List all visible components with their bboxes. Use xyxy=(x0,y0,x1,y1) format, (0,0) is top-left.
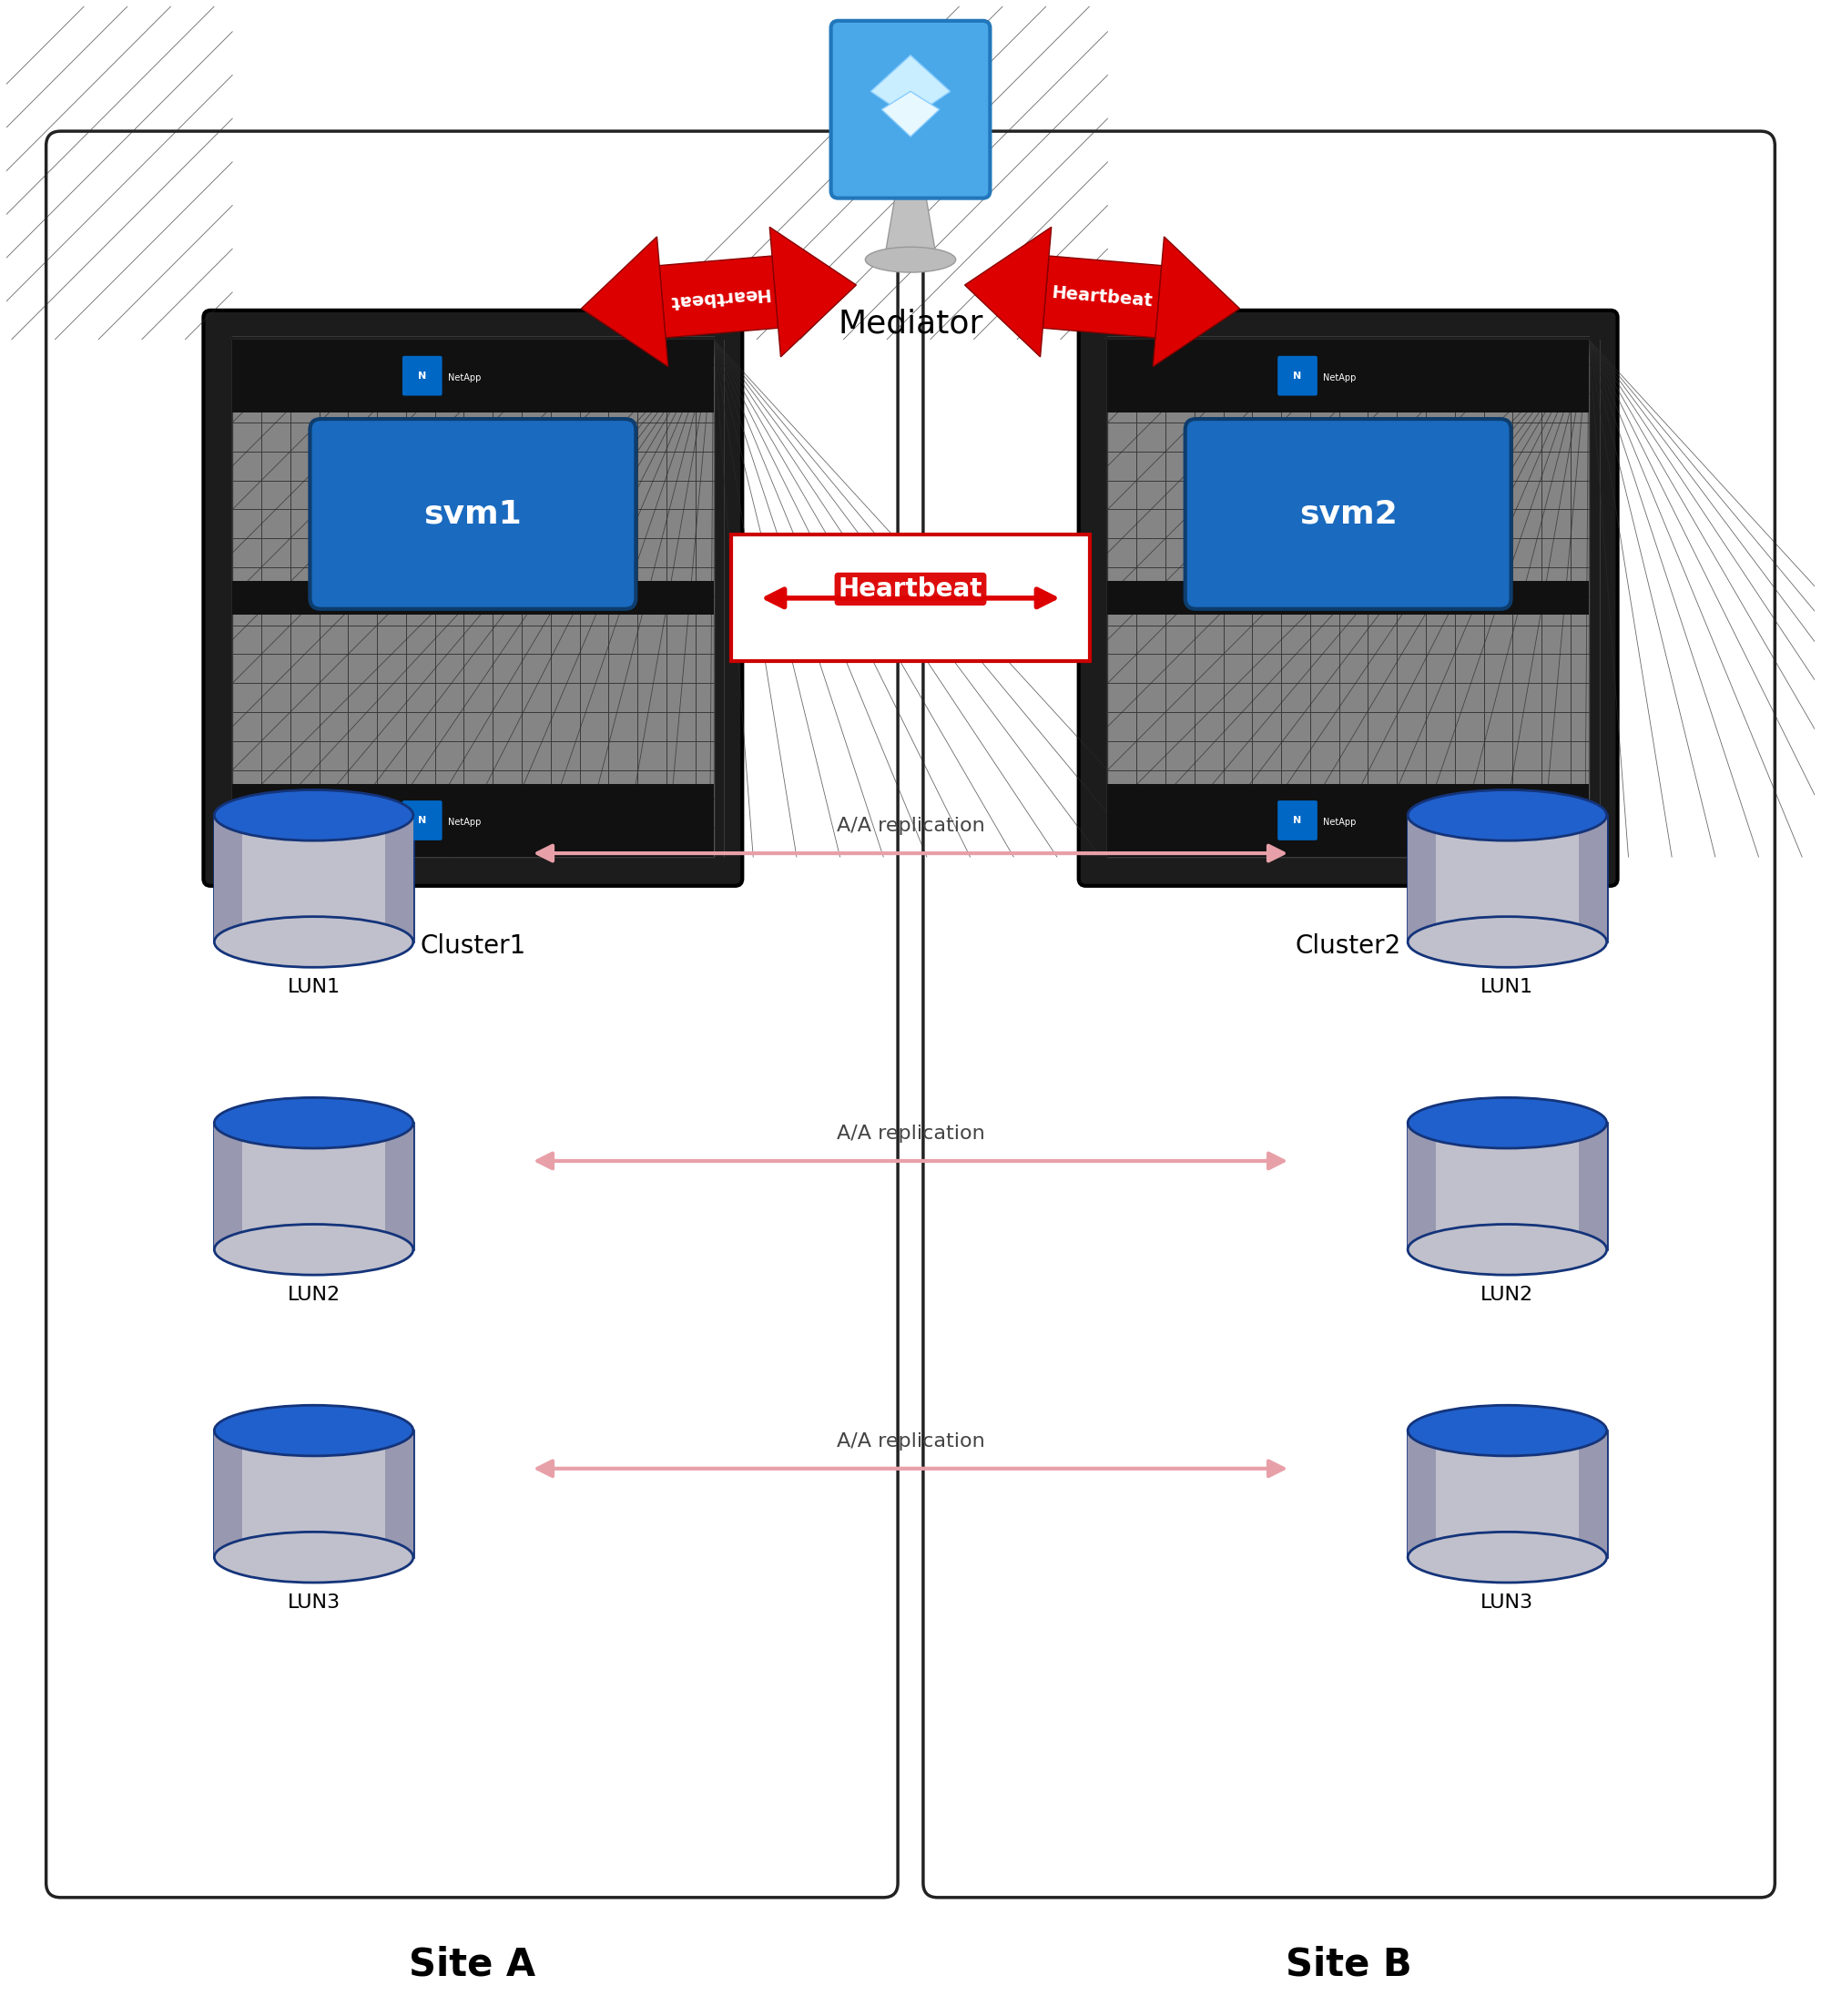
Text: NetApp: NetApp xyxy=(448,818,481,827)
Polygon shape xyxy=(215,1123,413,1250)
FancyArrowPatch shape xyxy=(537,845,1284,861)
Text: N: N xyxy=(1293,371,1302,381)
Text: Mediator: Mediator xyxy=(838,308,983,339)
Text: Cluster1: Cluster1 xyxy=(421,933,526,958)
Text: LUN2: LUN2 xyxy=(288,1286,341,1304)
Ellipse shape xyxy=(1408,1097,1606,1149)
FancyBboxPatch shape xyxy=(923,131,1775,1897)
Polygon shape xyxy=(386,814,413,941)
Polygon shape xyxy=(965,228,1051,357)
Text: N: N xyxy=(419,371,426,381)
FancyBboxPatch shape xyxy=(1185,419,1511,609)
Ellipse shape xyxy=(215,917,413,968)
Polygon shape xyxy=(215,814,242,941)
Text: NetApp: NetApp xyxy=(448,373,481,383)
Ellipse shape xyxy=(1408,1405,1606,1456)
Ellipse shape xyxy=(215,1405,413,1456)
FancyBboxPatch shape xyxy=(46,131,898,1897)
Bar xyxy=(1107,339,1588,411)
Text: svm2: svm2 xyxy=(1298,498,1397,530)
Ellipse shape xyxy=(1408,1532,1606,1583)
Polygon shape xyxy=(1153,236,1240,367)
Polygon shape xyxy=(881,91,940,137)
FancyArrowPatch shape xyxy=(537,1153,1284,1169)
Polygon shape xyxy=(885,192,936,254)
FancyBboxPatch shape xyxy=(1278,800,1317,841)
Polygon shape xyxy=(386,1431,413,1556)
Polygon shape xyxy=(1408,814,1435,941)
FancyBboxPatch shape xyxy=(402,800,443,841)
FancyBboxPatch shape xyxy=(1078,310,1617,885)
Text: Site A: Site A xyxy=(408,1945,535,1984)
FancyArrowPatch shape xyxy=(537,1462,1284,1476)
Bar xyxy=(233,784,714,857)
Bar xyxy=(233,339,714,857)
Text: Site B: Site B xyxy=(1286,1945,1411,1984)
Polygon shape xyxy=(1408,1431,1606,1556)
FancyBboxPatch shape xyxy=(830,20,991,198)
FancyBboxPatch shape xyxy=(1278,357,1317,395)
Text: svm1: svm1 xyxy=(424,498,523,530)
Polygon shape xyxy=(215,1431,413,1556)
Text: N: N xyxy=(1293,816,1302,825)
Text: LUN3: LUN3 xyxy=(1480,1593,1533,1611)
Ellipse shape xyxy=(1408,1224,1606,1274)
Ellipse shape xyxy=(1408,917,1606,968)
Text: A/A replication: A/A replication xyxy=(836,1125,985,1143)
Text: NetApp: NetApp xyxy=(1322,373,1357,383)
Ellipse shape xyxy=(215,1097,413,1149)
Text: A/A replication: A/A replication xyxy=(836,1431,985,1450)
Bar xyxy=(732,534,1089,661)
Bar xyxy=(1107,581,1588,615)
Polygon shape xyxy=(1579,814,1606,941)
Ellipse shape xyxy=(215,1224,413,1274)
Text: Heartbeat: Heartbeat xyxy=(668,284,770,310)
FancyBboxPatch shape xyxy=(204,310,743,885)
Polygon shape xyxy=(1579,1123,1606,1250)
Text: Cluster2: Cluster2 xyxy=(1295,933,1400,958)
Ellipse shape xyxy=(865,248,956,272)
Polygon shape xyxy=(215,1431,242,1556)
Text: N: N xyxy=(419,816,426,825)
Polygon shape xyxy=(1408,1123,1606,1250)
Text: LUN2: LUN2 xyxy=(1480,1286,1533,1304)
Text: LUN1: LUN1 xyxy=(288,978,341,996)
Text: NetApp: NetApp xyxy=(1322,818,1357,827)
Polygon shape xyxy=(1579,1431,1606,1556)
Polygon shape xyxy=(1408,814,1606,941)
Polygon shape xyxy=(215,814,413,941)
Polygon shape xyxy=(581,236,668,367)
Text: Heartbeat: Heartbeat xyxy=(838,577,983,603)
Bar xyxy=(1107,784,1588,857)
Ellipse shape xyxy=(1408,790,1606,841)
Bar xyxy=(1107,339,1588,857)
Polygon shape xyxy=(1408,1431,1435,1556)
FancyArrowPatch shape xyxy=(767,589,1054,607)
Bar xyxy=(233,339,714,411)
Polygon shape xyxy=(870,54,951,119)
Ellipse shape xyxy=(215,1532,413,1583)
Text: A/A replication: A/A replication xyxy=(836,816,985,835)
Polygon shape xyxy=(659,256,778,337)
Text: LUN3: LUN3 xyxy=(288,1593,341,1611)
Polygon shape xyxy=(215,1123,242,1250)
Polygon shape xyxy=(770,228,856,357)
FancyBboxPatch shape xyxy=(310,419,636,609)
Polygon shape xyxy=(1043,256,1162,337)
Polygon shape xyxy=(386,1123,413,1250)
Text: Heartbeat: Heartbeat xyxy=(1051,284,1153,310)
FancyBboxPatch shape xyxy=(402,357,443,395)
Bar xyxy=(233,581,714,615)
Ellipse shape xyxy=(215,790,413,841)
Text: LUN1: LUN1 xyxy=(1480,978,1533,996)
Polygon shape xyxy=(1408,1123,1435,1250)
